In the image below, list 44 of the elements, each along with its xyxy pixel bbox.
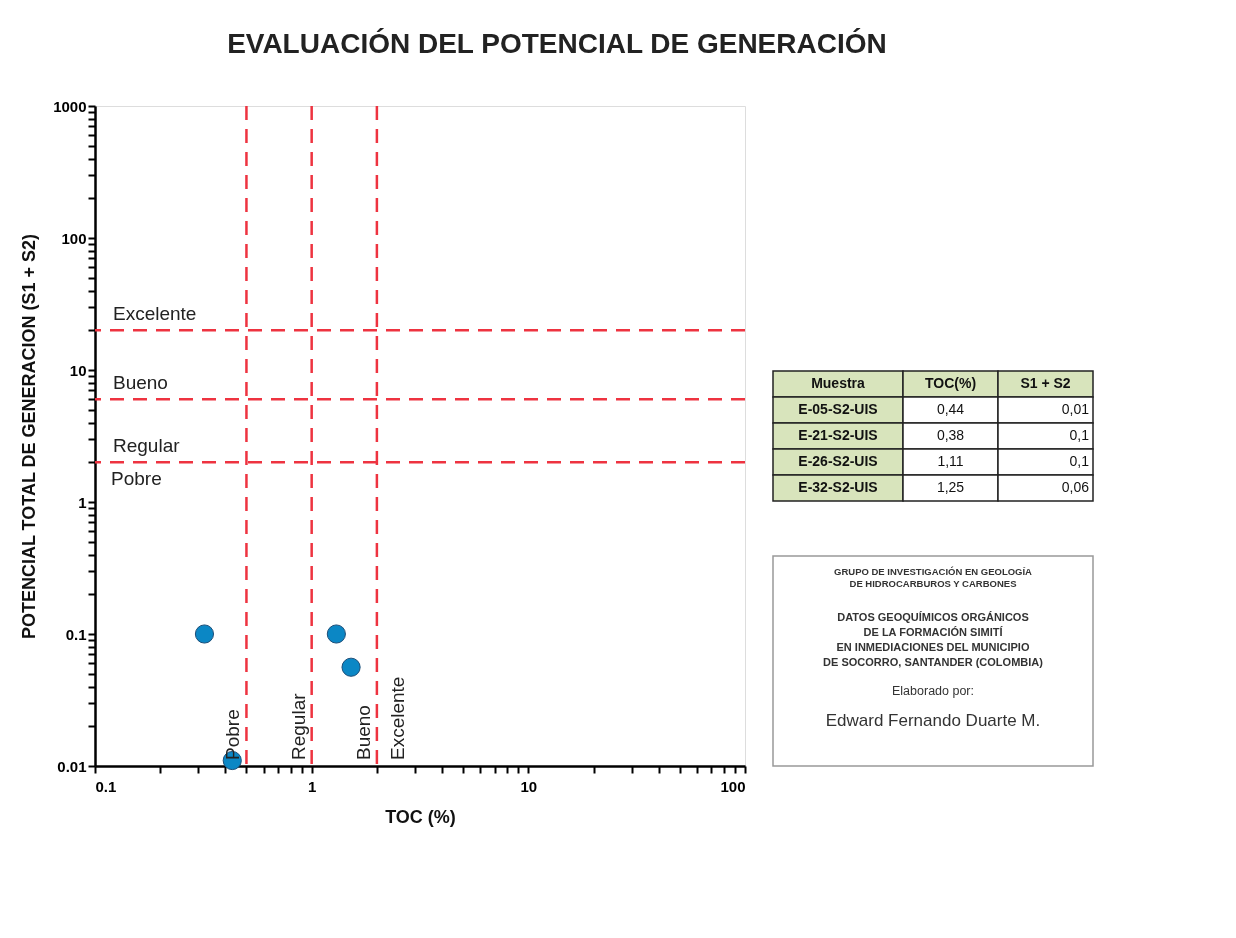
chart-title: EVALUACIÓN DEL POTENCIAL DE GENERACIÓN [227, 27, 887, 59]
text: 1,25 [936, 479, 965, 495]
text: GRUPO DE INVESTIGACIÓN EN GEOLOGÍA [834, 566, 1033, 577]
ref-line-label: Regular [113, 435, 181, 457]
text: E-21-S2-UIS [798, 427, 878, 443]
ref-line-label: Bueno [113, 372, 168, 394]
text: Elaborado por: [891, 684, 975, 698]
x-axis-title: TOC (%) [385, 806, 456, 827]
ref-line-label: Excelente [113, 303, 197, 325]
text: 0,44 [936, 401, 965, 417]
text: DE SOCORRO, SANTANDER (COLOMBIA) [823, 656, 1044, 668]
y-tick-label: 1000 [53, 97, 87, 115]
text: 0,06 [1061, 479, 1090, 495]
category-label: TOC(%) [924, 375, 977, 391]
text: E-05-S2-UIS [798, 401, 878, 417]
y-tick-label: 0.1 [65, 625, 87, 643]
text: E-26-S2-UIS [798, 453, 878, 469]
annotation: Excelente [386, 676, 408, 760]
ref-line-label: Regular [287, 692, 309, 760]
category-label: S1 + S2 [1020, 375, 1071, 391]
ref-line-label: Pobre [222, 709, 244, 760]
category-label: Muestra [811, 375, 866, 391]
y-tick-label: 1 [78, 493, 87, 511]
x-tick-label: 0.1 [95, 777, 117, 795]
x-tick-label: 100 [720, 777, 746, 795]
y-tick-label: 100 [61, 229, 87, 247]
annotation: Pobre [111, 468, 162, 490]
text: 0,1 [1069, 427, 1090, 443]
y-tick-label: 0.01 [57, 757, 87, 775]
text: 0,38 [936, 427, 965, 443]
text: E-32-S2-UIS [798, 479, 878, 495]
text: DATOS GEOQUÍMICOS ORGÁNICOS [837, 611, 1029, 623]
text: DE HIDROCARBUROS Y CARBONES [849, 578, 1017, 589]
text: DE LA FORMACIÓN SIMITÍ [863, 626, 1004, 638]
y-tick-label: 10 [69, 361, 87, 379]
text: 0,01 [1061, 401, 1090, 417]
text: 1,11 [937, 453, 964, 469]
text: 0,1 [1069, 453, 1090, 469]
text: Edward Fernando Duarte M. [825, 711, 1041, 730]
y-axis-title: POTENCIAL TOTAL DE GENERACION (S1 + S2) [19, 233, 40, 640]
ref-line-label: Bueno [352, 705, 374, 760]
x-tick-label: 10 [520, 777, 538, 795]
x-tick-label: 1 [307, 777, 317, 795]
text: EN INMEDIACIONES DEL MUNICIPIO [836, 641, 1030, 653]
